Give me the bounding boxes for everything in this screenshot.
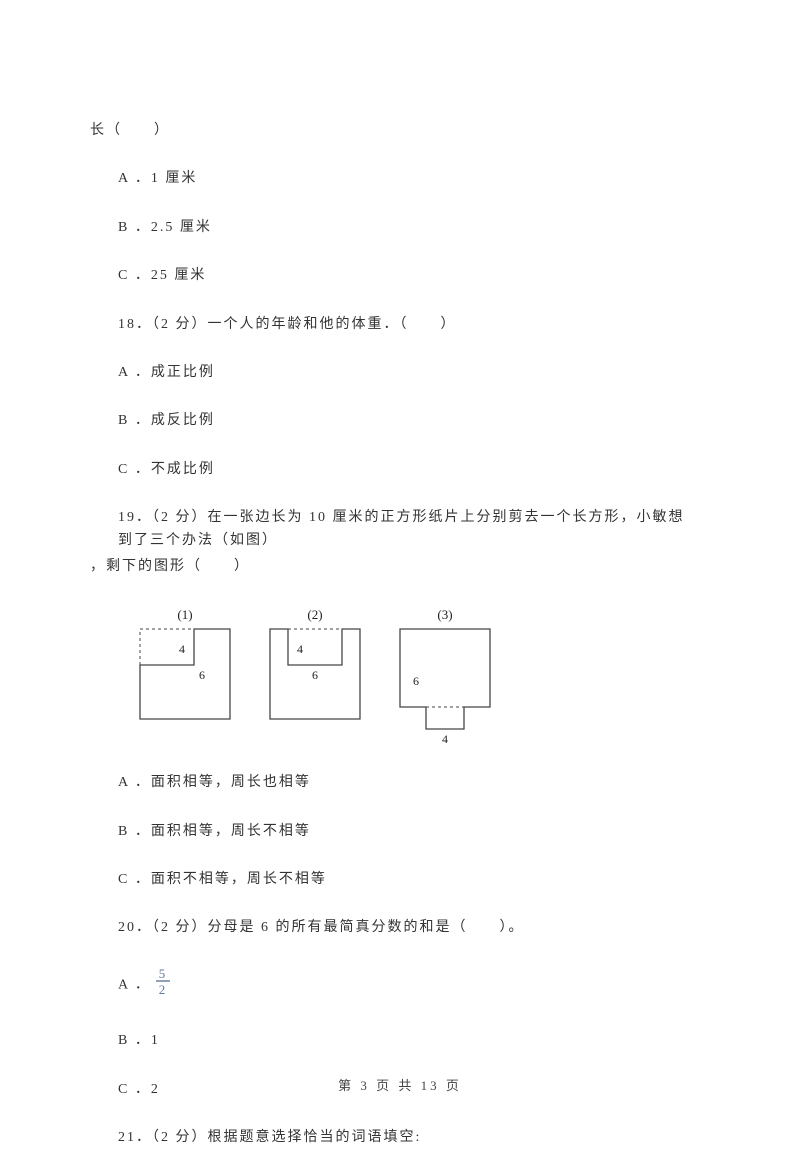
q18-option-b: B ．成反比例 [90, 410, 700, 432]
q17-option-a: A ．1 厘米 [90, 168, 700, 190]
q19-stem-line1: 19．（2 分）在一张边长为 10 厘米的正方形纸片上分别剪去一个长方形，小敏想… [90, 507, 700, 552]
svg-text:5: 5 [159, 966, 168, 981]
q19-option-a: A ．面积相等，周长也相等 [90, 772, 700, 794]
q17-stem-cont: 长（ ） [90, 120, 700, 142]
q19-option-c: C ．面积不相等，周长不相等 [90, 869, 700, 891]
svg-text:2: 2 [159, 982, 168, 996]
q18-option-a: A ．成正比例 [90, 362, 700, 384]
svg-text:(2): (2) [307, 607, 322, 622]
svg-text:(1): (1) [177, 607, 192, 622]
q17-option-c: C ．25 厘米 [90, 265, 700, 287]
svg-text:6: 6 [199, 668, 205, 682]
q20-option-a: A ． 52 [90, 966, 700, 1004]
svg-text:(3): (3) [437, 607, 452, 622]
q21-stem: 21．（2 分）根据题意选择恰当的词语填空: [90, 1127, 700, 1149]
svg-text:6: 6 [413, 674, 419, 688]
q17-option-b: B ．2.5 厘米 [90, 217, 700, 239]
svg-text:4: 4 [297, 642, 303, 656]
fraction-five-halves: 52 [155, 966, 171, 1004]
q20-stem: 20．（2 分）分母是 6 的所有最简真分数的和是（ ）。 [90, 917, 700, 939]
q20-option-b: B ．1 [90, 1030, 700, 1052]
q19-stem-line2: ，剩下的图形（ ） [90, 556, 700, 578]
q18-option-c: C ．不成比例 [90, 459, 700, 481]
q18-stem: 18．（2 分）一个人的年龄和他的体重．（ ） [90, 314, 700, 336]
page-footer: 第 3 页 共 13 页 [0, 1075, 800, 1094]
svg-text:4: 4 [442, 732, 448, 744]
q19-option-b: B ．面积相等，周长不相等 [90, 821, 700, 843]
q20-a-prefix: A ． [118, 977, 151, 992]
svg-text:6: 6 [312, 668, 318, 682]
q19-diagram: (1)46(2)46(3)64 [90, 604, 700, 744]
svg-text:4: 4 [179, 642, 185, 656]
